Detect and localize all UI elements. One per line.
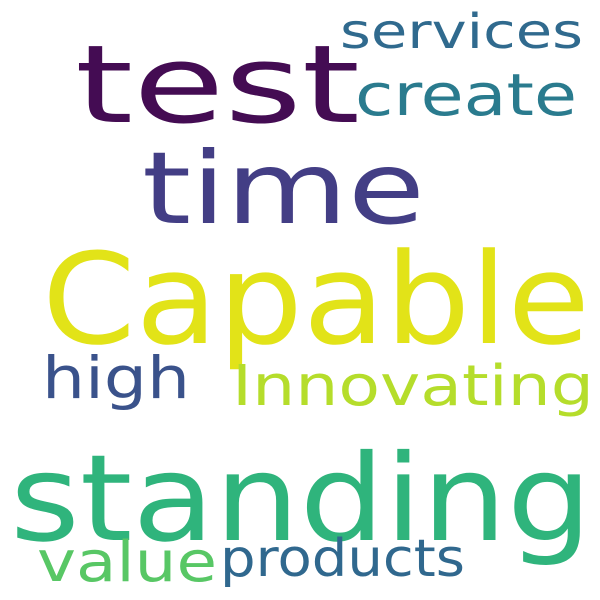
word-high: high [42,344,190,412]
word-innovating: Innovating [232,354,594,419]
word-time: time [142,130,425,247]
word-value: value [37,530,217,595]
word-standing: standing [10,430,592,569]
word-test: test [75,23,360,148]
word-products: products [220,529,465,589]
word-services: services [340,4,583,60]
word-create: create [355,61,577,129]
word-capable: Capable [42,226,590,373]
